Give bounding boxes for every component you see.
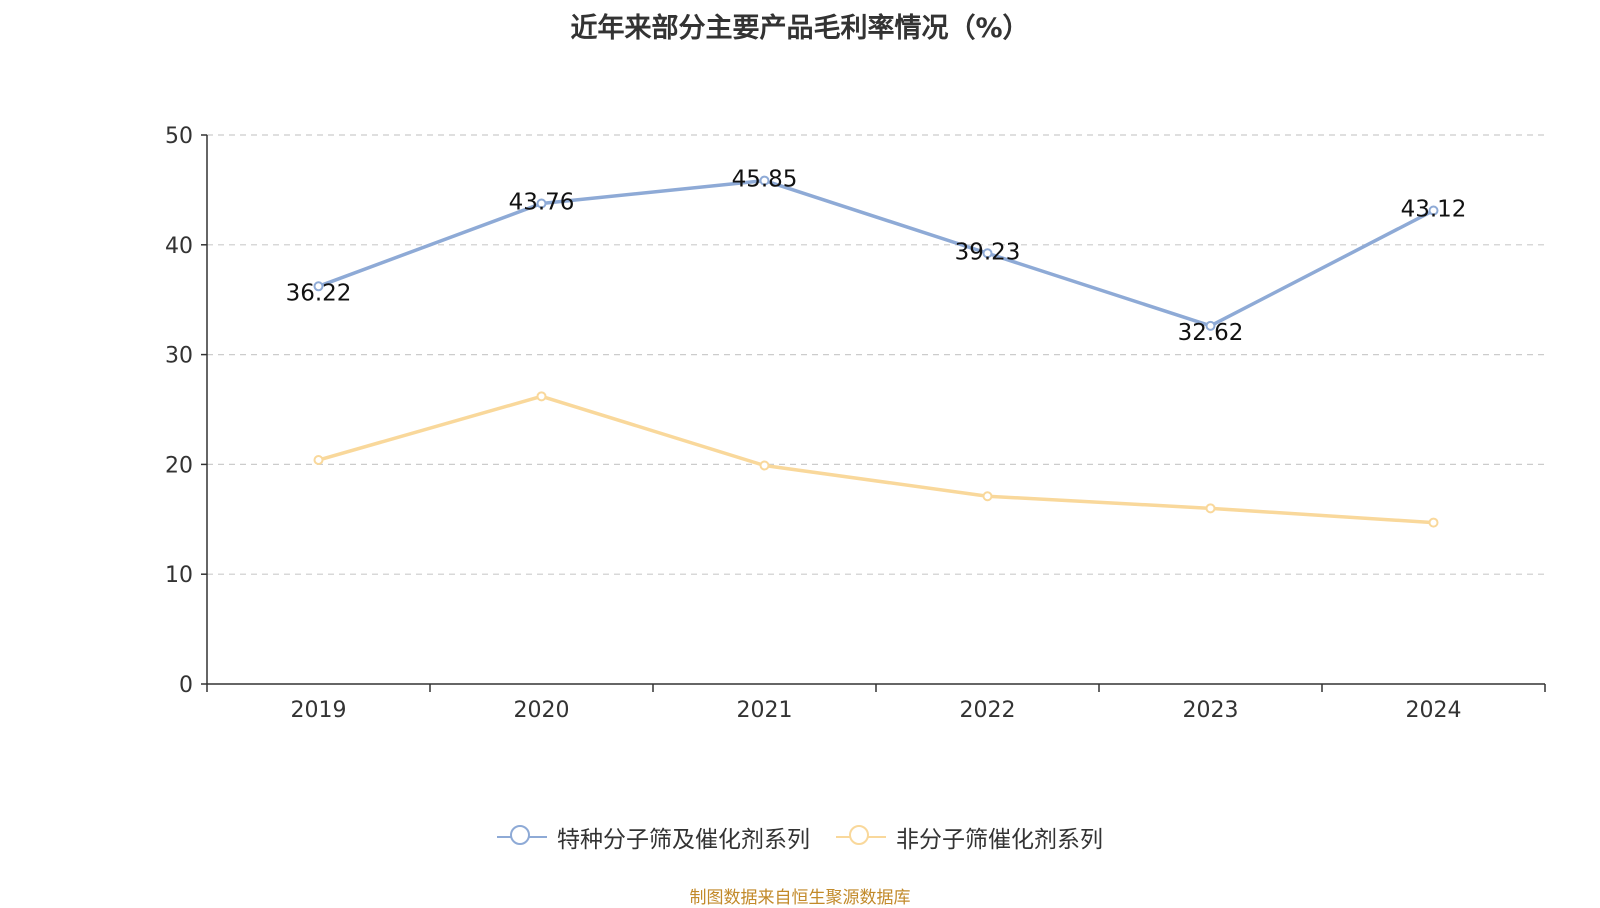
legend-label: 特种分子筛及催化剂系列 <box>557 827 810 853</box>
legend-label: 非分子筛催化剂系列 <box>896 827 1103 853</box>
data-label: 32.62 <box>1178 320 1244 346</box>
series-line-1 <box>317 178 1435 328</box>
x-tick-label: 2019 <box>291 698 347 723</box>
legend-item-series-2[interactable]: 非分子筛催化剂系列 <box>836 820 1103 854</box>
data-label: 43.76 <box>509 190 575 216</box>
data-point <box>1428 517 1439 528</box>
data-point <box>536 391 547 402</box>
y-tick-label: 0 <box>179 673 193 698</box>
data-point <box>982 248 993 259</box>
y-tick-label: 40 <box>165 234 193 259</box>
legend-item-series-1[interactable]: 特种分子筛及催化剂系列 <box>497 820 810 854</box>
data-point <box>536 198 547 209</box>
data-point <box>982 491 993 502</box>
y-tick-label: 20 <box>165 453 193 478</box>
legend-marker-icon <box>836 824 886 850</box>
x-tick-label: 2021 <box>737 698 793 723</box>
data-label: 43.12 <box>1401 197 1467 223</box>
x-tick-label: 2020 <box>514 698 570 723</box>
y-tick-label: 10 <box>165 563 193 588</box>
data-point <box>1205 503 1216 514</box>
data-point <box>759 460 770 471</box>
data-point <box>759 175 770 186</box>
data-label: 36.22 <box>286 280 352 306</box>
x-tick-label: 2023 <box>1183 698 1239 723</box>
data-point <box>313 281 324 292</box>
data-label: 39.23 <box>955 239 1021 265</box>
y-tick-label: 30 <box>165 344 193 369</box>
x-tick-label: 2022 <box>960 698 1016 723</box>
series-line-2 <box>318 394 1434 525</box>
chart-title: 近年来部分主要产品毛利率情况（%） <box>570 13 1030 44</box>
legend-marker-icon <box>497 824 547 850</box>
data-point <box>1205 320 1216 331</box>
data-label: 45.85 <box>732 167 798 193</box>
data-point <box>1428 205 1439 216</box>
legend: 特种分子筛及催化剂系列 非分子筛催化剂系列 <box>0 820 1600 854</box>
x-tick-label: 2024 <box>1406 698 1462 723</box>
data-point <box>313 455 324 466</box>
y-tick-label: 50 <box>165 124 193 149</box>
source-note: 制图数据来自恒生聚源数据库 <box>689 888 911 908</box>
